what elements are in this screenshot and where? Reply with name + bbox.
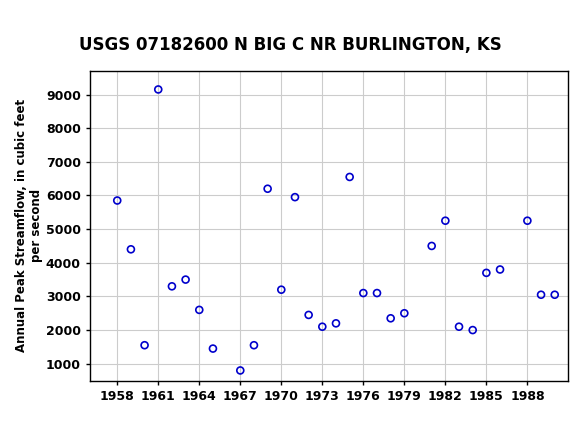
Text: ≡: ≡ — [9, 9, 30, 32]
Y-axis label: Annual Peak Streamflow, in cubic feet
per second: Annual Peak Streamflow, in cubic feet pe… — [15, 99, 43, 352]
Point — [154, 86, 163, 93]
Point — [304, 311, 313, 318]
Text: USGS 07182600 N BIG C NR BURLINGTON, KS: USGS 07182600 N BIG C NR BURLINGTON, KS — [79, 36, 501, 54]
Point — [208, 345, 218, 352]
Point — [454, 323, 463, 330]
Point — [441, 217, 450, 224]
Point — [550, 291, 559, 298]
Point — [345, 174, 354, 181]
Point — [386, 315, 396, 322]
Point — [235, 367, 245, 374]
Point — [468, 327, 477, 334]
Point — [482, 270, 491, 276]
Point — [277, 286, 286, 293]
Point — [331, 320, 340, 327]
Point — [372, 290, 382, 297]
Point — [291, 194, 300, 200]
Point — [523, 217, 532, 224]
Point — [249, 342, 259, 349]
Point — [400, 310, 409, 316]
Point — [495, 266, 505, 273]
Point — [181, 276, 190, 283]
Point — [263, 185, 272, 192]
Point — [195, 307, 204, 313]
Point — [167, 283, 176, 290]
Point — [536, 291, 546, 298]
Point — [140, 342, 149, 349]
Point — [113, 197, 122, 204]
Text: USGS: USGS — [35, 12, 90, 29]
Point — [126, 246, 136, 253]
Point — [427, 243, 436, 249]
Point — [318, 323, 327, 330]
Point — [358, 290, 368, 297]
